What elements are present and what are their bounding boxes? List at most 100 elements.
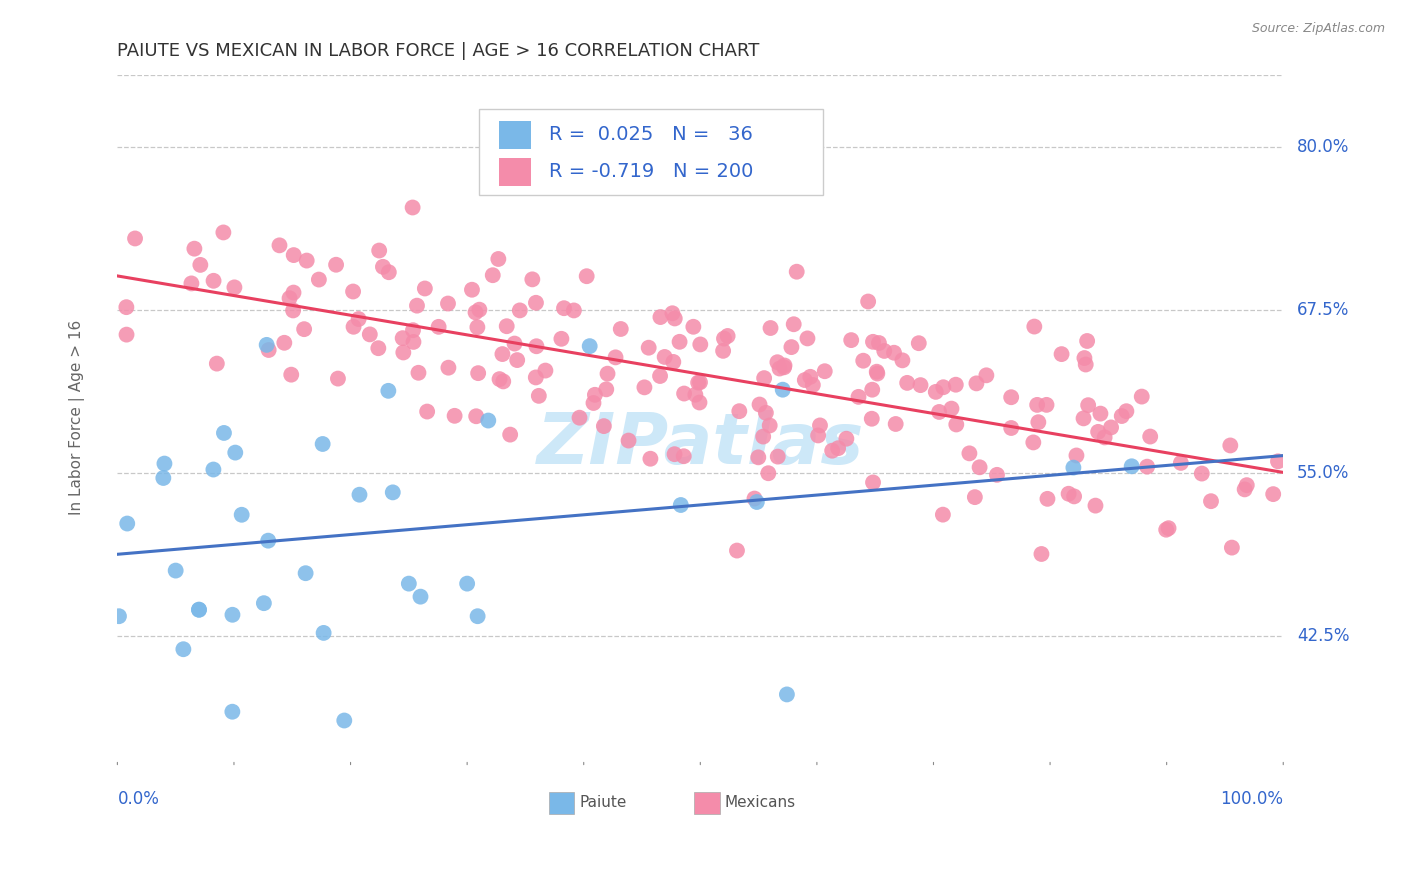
Point	[688, 395, 710, 409]
Point	[1077, 398, 1099, 412]
Point	[1066, 449, 1088, 463]
Point	[986, 467, 1008, 482]
Point	[640, 451, 662, 466]
Point	[398, 576, 420, 591]
Point	[808, 418, 831, 433]
Point	[862, 475, 884, 490]
Point	[550, 332, 572, 346]
Text: R =  0.025   N =   36: R = 0.025 N = 36	[548, 126, 752, 145]
Text: R = -0.719   N = 200: R = -0.719 N = 200	[548, 162, 754, 181]
Text: 42.5%: 42.5%	[1298, 627, 1350, 645]
Point	[883, 345, 905, 359]
Point	[212, 226, 235, 240]
Point	[188, 603, 211, 617]
Point	[756, 467, 779, 481]
Point	[273, 335, 295, 350]
Point	[1220, 541, 1243, 555]
Text: PAIUTE VS MEXICAN IN LABOR FORCE | AGE > 16 CORRELATION CHART: PAIUTE VS MEXICAN IN LABOR FORCE | AGE >…	[117, 42, 759, 60]
Point	[477, 413, 499, 427]
Point	[202, 462, 225, 476]
Point	[1063, 489, 1085, 503]
Point	[257, 533, 280, 548]
Point	[183, 242, 205, 256]
Point	[1090, 407, 1112, 421]
Point	[406, 299, 429, 313]
FancyBboxPatch shape	[499, 120, 531, 149]
Point	[578, 339, 600, 353]
FancyBboxPatch shape	[479, 110, 823, 195]
Point	[807, 428, 830, 442]
Point	[856, 294, 879, 309]
Point	[866, 365, 889, 379]
Point	[891, 353, 914, 368]
Point	[278, 291, 301, 305]
Point	[717, 329, 740, 343]
Point	[467, 320, 489, 334]
Bar	[548, 792, 575, 814]
Point	[437, 296, 460, 310]
Point	[153, 457, 176, 471]
Point	[575, 269, 598, 284]
Point	[326, 371, 349, 385]
Text: 100.0%: 100.0%	[1220, 790, 1284, 808]
Point	[257, 343, 280, 357]
Point	[1074, 358, 1097, 372]
Point	[402, 323, 425, 337]
Point	[409, 590, 432, 604]
Point	[312, 626, 335, 640]
Point	[1157, 521, 1180, 535]
Point	[503, 336, 526, 351]
Point	[1267, 454, 1289, 468]
Point	[945, 377, 967, 392]
Point	[212, 425, 235, 440]
Point	[932, 508, 955, 522]
Point	[965, 376, 987, 391]
Point	[766, 355, 789, 369]
Point	[583, 388, 606, 402]
Point	[294, 566, 316, 581]
Point	[711, 343, 734, 358]
Point	[115, 516, 138, 531]
Point	[1073, 351, 1095, 365]
Point	[188, 258, 211, 272]
Point	[689, 337, 711, 351]
Point	[1099, 420, 1122, 434]
Point	[685, 387, 707, 401]
Point	[269, 238, 291, 252]
Point	[427, 319, 450, 334]
Point	[1022, 435, 1045, 450]
Point	[467, 609, 489, 624]
Text: 0.0%: 0.0%	[117, 790, 159, 808]
Point	[377, 384, 399, 398]
Point	[402, 334, 425, 349]
Point	[468, 302, 491, 317]
Text: In Labor Force | Age > 16: In Labor Force | Age > 16	[69, 320, 84, 515]
Point	[1000, 421, 1022, 435]
Point	[963, 490, 986, 504]
Point	[467, 366, 489, 380]
Point	[595, 382, 617, 396]
Point	[333, 714, 356, 728]
Point	[725, 543, 748, 558]
Point	[188, 603, 211, 617]
Point	[862, 334, 884, 349]
Point	[1028, 415, 1050, 429]
Point	[349, 488, 371, 502]
Point	[1136, 459, 1159, 474]
Point	[509, 303, 531, 318]
Bar	[695, 792, 720, 814]
Point	[488, 372, 510, 386]
Point	[780, 340, 803, 354]
Point	[713, 332, 735, 346]
Point	[416, 404, 439, 418]
Point	[868, 336, 890, 351]
Point	[773, 359, 796, 373]
Point	[654, 350, 676, 364]
Point	[728, 404, 751, 418]
Point	[124, 231, 146, 245]
Point	[637, 341, 659, 355]
Point	[814, 364, 837, 378]
Point	[957, 446, 980, 460]
Point	[347, 312, 370, 326]
Point	[401, 201, 423, 215]
